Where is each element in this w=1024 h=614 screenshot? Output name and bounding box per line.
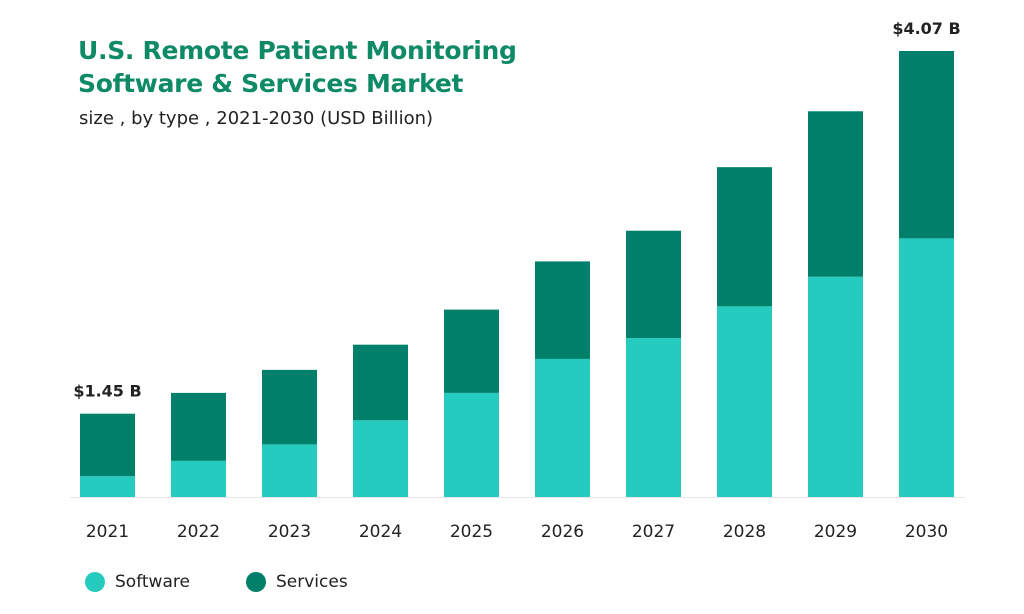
- x-tick-label-2028: 2028: [723, 522, 766, 542]
- bar-services-2022: [171, 392, 226, 461]
- bar-services-2029: [808, 111, 863, 277]
- chart-subtitle: size , by type , 2021-2030 (USD Billion): [79, 108, 434, 129]
- bar-software-2025: [444, 392, 499, 497]
- bar-software-2027: [626, 338, 681, 497]
- x-tick-label-2021: 2021: [86, 522, 129, 542]
- bar-services-2030: [899, 51, 954, 239]
- bar-software-2029: [808, 276, 863, 497]
- bar-services-2026: [535, 261, 590, 359]
- x-tick-label-2022: 2022: [177, 522, 220, 542]
- legend-item-services: Services: [246, 572, 348, 592]
- x-tick-label-2029: 2029: [814, 522, 857, 542]
- data-label-2021: $1.45 B: [73, 382, 141, 401]
- bar-services-2025: [444, 309, 499, 393]
- legend-item-software: Software: [85, 572, 190, 592]
- bar-software-2030: [899, 238, 954, 497]
- data-label-2030: $4.07 B: [892, 19, 960, 38]
- bar-software-2022: [171, 460, 226, 497]
- bar-software-2026: [535, 358, 590, 497]
- bar-services-2023: [262, 369, 317, 445]
- x-tick-label-2026: 2026: [541, 522, 584, 542]
- bar-software-2024: [353, 420, 408, 497]
- bar-services-2021: [80, 413, 135, 477]
- legend-swatch-software: [85, 572, 105, 592]
- legend-swatch-services: [246, 572, 266, 592]
- bar-services-2024: [353, 344, 408, 421]
- bar-services-2027: [626, 230, 681, 339]
- x-tick-label-2023: 2023: [268, 522, 311, 542]
- x-tick-label-2025: 2025: [450, 522, 493, 542]
- bar-software-2028: [717, 306, 772, 497]
- chart-title: U.S. Remote Patient Monitoring Software …: [78, 36, 517, 98]
- x-tick-label-2030: 2030: [905, 522, 948, 542]
- x-tick-label-2027: 2027: [632, 522, 675, 542]
- bar-software-2021: [80, 476, 135, 497]
- legend-label-software: Software: [115, 572, 190, 592]
- bar-services-2028: [717, 167, 772, 307]
- bar-software-2023: [262, 444, 317, 497]
- legend-label-services: Services: [276, 572, 348, 592]
- x-tick-label-2024: 2024: [359, 522, 402, 542]
